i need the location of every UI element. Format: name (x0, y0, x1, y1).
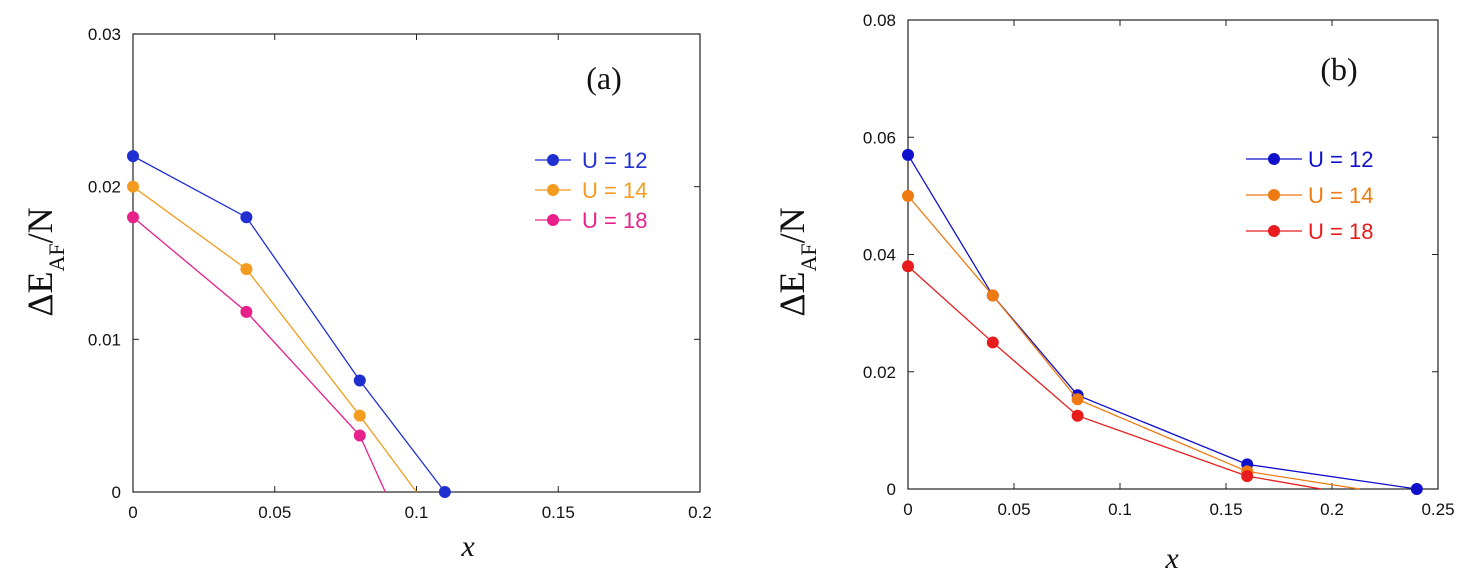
x-tick-label: 0.05 (258, 503, 291, 522)
x-tick-label: 0.2 (688, 503, 712, 522)
y-tick-label: 0.02 (88, 178, 121, 197)
data-point (986, 289, 999, 302)
x-tick-label: 0.05 (997, 500, 1030, 519)
legend-marker (1268, 189, 1280, 201)
legend-marker (1268, 225, 1280, 237)
legend-label: U = 12 (582, 148, 647, 173)
series-line (132, 186, 418, 493)
data-point (986, 336, 999, 349)
data-point (353, 429, 366, 442)
series-line (907, 195, 1360, 490)
data-point (1410, 483, 1423, 495)
x-tick-label: 0.15 (542, 503, 575, 522)
x-axis-label: x (1164, 542, 1179, 575)
x-tick-label: 0.2 (1320, 500, 1344, 519)
legend-marker (547, 154, 559, 166)
panel-a: 0 0.05 0.1 0.15 0.2 0 0.01 0.02 0.03 ΔEAF/N x (a) U … (20, 25, 712, 563)
data-point (127, 211, 139, 224)
legend-label: U = 18 (1308, 219, 1373, 244)
data-point (353, 409, 366, 422)
y-tick-label: 0.04 (863, 246, 896, 265)
y-axis-label: ΔEAF/N (20, 207, 69, 316)
y-tick-label: 0.03 (88, 25, 121, 44)
legend-label: U = 14 (582, 178, 647, 203)
legend-marker (1268, 153, 1280, 165)
plot-frame (132, 33, 701, 493)
panel-label: (b) (1320, 51, 1357, 87)
legend-marker (547, 184, 559, 196)
y-tick-label: 0.06 (863, 128, 896, 147)
x-axis-label: x (460, 530, 475, 563)
x-tick-label: 0 (903, 500, 912, 519)
data-point (240, 263, 253, 276)
data-point (127, 180, 139, 193)
data-point (1071, 393, 1084, 406)
panel-label: (a) (586, 60, 622, 96)
y-tick-label: 0 (887, 480, 896, 499)
y-tick-label: 0.01 (88, 330, 121, 349)
y-tick-label: 0.02 (863, 363, 896, 382)
data-point (902, 148, 914, 161)
series-line (132, 216, 386, 493)
panel-b: 0 0.05 0.1 0.15 0.2 0.25 0 0.02 0.04 0.06 0.08 ΔEAF… (772, 11, 1455, 575)
data-point (902, 260, 914, 273)
x-tick-label: 0.15 (1209, 500, 1242, 519)
data-point (438, 486, 451, 498)
data-point (240, 211, 253, 224)
plot-frame (907, 19, 1439, 490)
data-point (1071, 409, 1084, 422)
data-point (240, 305, 253, 318)
legend-label: U = 18 (582, 208, 647, 233)
data-point (353, 374, 366, 387)
series-line (907, 265, 1322, 490)
series-line (132, 155, 446, 493)
legend-marker (547, 214, 559, 226)
data-point (1241, 470, 1254, 483)
legend-label: U = 14 (1308, 183, 1373, 208)
x-tick-label: 0.1 (1108, 500, 1132, 519)
y-axis-label: ΔEAF/N (772, 207, 821, 316)
x-tick-label: 0 (128, 503, 137, 522)
data-point (127, 150, 139, 163)
data-point (902, 189, 914, 202)
x-tick-label: 0.1 (405, 503, 429, 522)
y-tick-label: 0 (112, 483, 121, 502)
x-tick-label: 0.25 (1421, 500, 1454, 519)
legend-label: U = 12 (1308, 147, 1373, 172)
y-tick-label: 0.08 (863, 11, 896, 30)
